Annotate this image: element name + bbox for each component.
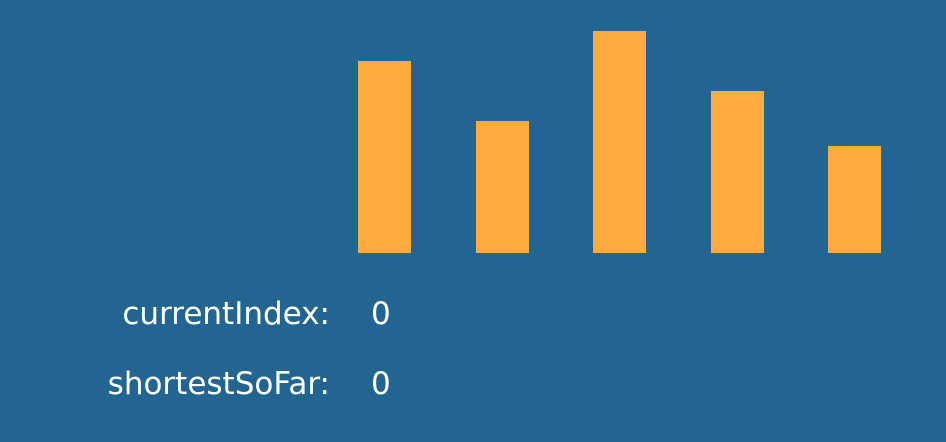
array-bar-4 (828, 146, 881, 253)
current-index-value: 0 (371, 296, 391, 332)
shortest-so-far-value: 0 (371, 366, 391, 402)
array-bar-0 (358, 61, 411, 253)
array-bar-3 (711, 91, 764, 253)
current-index-label: currentIndex: (122, 296, 330, 332)
shortest-so-far-label: shortestSoFar: (107, 366, 330, 402)
array-bar-2 (593, 31, 646, 253)
array-bar-1 (476, 121, 529, 253)
